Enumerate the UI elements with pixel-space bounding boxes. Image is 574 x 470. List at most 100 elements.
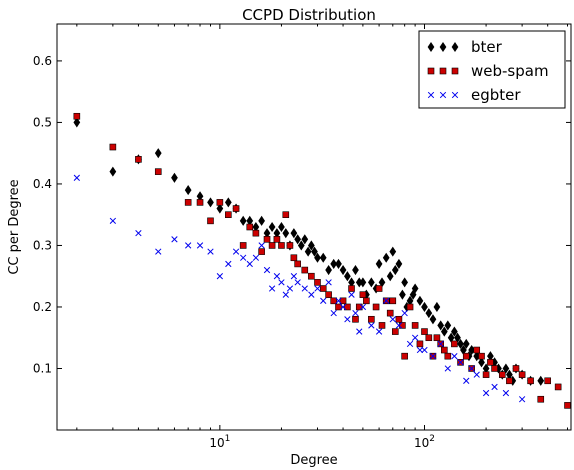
egbter-point bbox=[258, 242, 265, 249]
egbter-point bbox=[457, 359, 464, 366]
web-spam-point bbox=[554, 383, 562, 391]
egbter-point bbox=[406, 340, 414, 348]
bter-point bbox=[411, 283, 419, 294]
legend-marker-web-spam bbox=[439, 67, 447, 75]
web-spam-point bbox=[268, 242, 276, 249]
egbter-point bbox=[73, 174, 80, 181]
y-axis-label: CC per Degree bbox=[7, 179, 22, 274]
egbter-point bbox=[314, 285, 321, 292]
web-spam-point bbox=[335, 303, 342, 311]
web-spam-point bbox=[441, 346, 448, 354]
web-spam-point bbox=[389, 297, 397, 305]
egbter-point bbox=[109, 217, 117, 225]
web-spam-point bbox=[518, 371, 526, 378]
egbter-point bbox=[375, 328, 383, 335]
web-spam-point bbox=[425, 334, 433, 342]
web-spam-point bbox=[411, 322, 419, 329]
x-axis-label: Degree bbox=[290, 453, 337, 468]
legend-marker-bter bbox=[439, 41, 447, 53]
egbter-point bbox=[320, 297, 327, 304]
bter-point bbox=[386, 271, 394, 282]
bter-point bbox=[375, 258, 383, 269]
bter-point bbox=[433, 301, 441, 313]
web-spam-point bbox=[368, 315, 375, 323]
bter-point bbox=[294, 234, 302, 245]
x-tick-label: 102 bbox=[414, 434, 435, 450]
web-spam-point bbox=[184, 199, 192, 206]
egbter-point bbox=[308, 291, 315, 298]
bter-point bbox=[537, 375, 545, 386]
bter-point bbox=[416, 295, 424, 306]
web-spam-point bbox=[294, 260, 301, 268]
bter-point bbox=[359, 277, 367, 288]
web-spam-point bbox=[344, 303, 351, 311]
legend-marker-egbter bbox=[451, 91, 459, 99]
bter-point bbox=[478, 357, 485, 368]
egbter-point bbox=[268, 285, 276, 292]
legend-label-web-spam: web-spam bbox=[471, 62, 549, 80]
bter-point bbox=[444, 320, 452, 331]
web-spam-point bbox=[451, 340, 458, 348]
web-spam-point bbox=[544, 377, 551, 385]
egbter-point bbox=[344, 316, 351, 323]
egbter-point bbox=[155, 248, 162, 255]
y-tick-label: 0.2 bbox=[33, 300, 52, 314]
web-spam-point bbox=[491, 365, 498, 372]
bter-point bbox=[395, 258, 403, 269]
web-spam-point bbox=[290, 254, 298, 262]
bter-point bbox=[154, 148, 162, 159]
web-spam-point bbox=[135, 156, 142, 163]
web-spam-point bbox=[512, 365, 520, 372]
legend-label-bter: bter bbox=[471, 38, 503, 56]
egbter-point bbox=[411, 334, 419, 341]
web-spam-point bbox=[478, 352, 485, 360]
egbter-point bbox=[359, 303, 367, 311]
legend-marker-egbter bbox=[427, 91, 435, 99]
bter-point bbox=[330, 258, 338, 269]
web-spam-point bbox=[73, 112, 81, 120]
egbter-point bbox=[356, 328, 363, 335]
web-spam-point bbox=[239, 242, 247, 249]
egbter-point bbox=[368, 322, 375, 329]
egbter-point bbox=[335, 297, 342, 304]
bter-point bbox=[391, 265, 399, 276]
bter-point bbox=[344, 271, 351, 282]
web-spam-point bbox=[352, 315, 359, 323]
bter-point bbox=[207, 197, 214, 208]
web-spam-point bbox=[359, 291, 367, 298]
bter-point bbox=[457, 338, 464, 349]
egbter-point bbox=[482, 389, 490, 397]
web-spam-point bbox=[232, 205, 240, 212]
web-spam-point bbox=[487, 359, 494, 366]
web-spam-point bbox=[330, 297, 337, 305]
series-layer bbox=[73, 112, 571, 409]
web-spam-point bbox=[154, 168, 162, 175]
web-spam-point bbox=[421, 328, 428, 335]
web-spam-point bbox=[564, 402, 571, 409]
bter-point bbox=[399, 289, 406, 300]
bter-point bbox=[382, 252, 390, 263]
web-spam-point bbox=[252, 229, 260, 237]
bter-point bbox=[184, 185, 192, 196]
legend-marker-web-spam bbox=[427, 67, 435, 75]
egbter-point bbox=[429, 353, 437, 360]
web-spam-point bbox=[273, 236, 281, 243]
egbter-point bbox=[171, 236, 178, 243]
web-spam-point bbox=[319, 285, 327, 292]
web-spam-point bbox=[325, 291, 332, 298]
egbter-point bbox=[263, 266, 271, 274]
bter-point bbox=[325, 265, 332, 276]
bter-point bbox=[304, 246, 312, 257]
bter-point bbox=[109, 166, 117, 177]
bter-point bbox=[335, 258, 342, 269]
web-spam-point bbox=[216, 199, 224, 206]
bter-point bbox=[224, 197, 232, 208]
web-spam-point bbox=[395, 315, 403, 323]
egbter-point bbox=[286, 285, 294, 292]
egbter-point bbox=[444, 365, 451, 372]
web-spam-point bbox=[401, 352, 408, 360]
web-spam-point bbox=[339, 297, 347, 305]
web-spam-point bbox=[348, 285, 355, 292]
bter-point bbox=[314, 252, 321, 263]
web-spam-point bbox=[375, 285, 383, 292]
